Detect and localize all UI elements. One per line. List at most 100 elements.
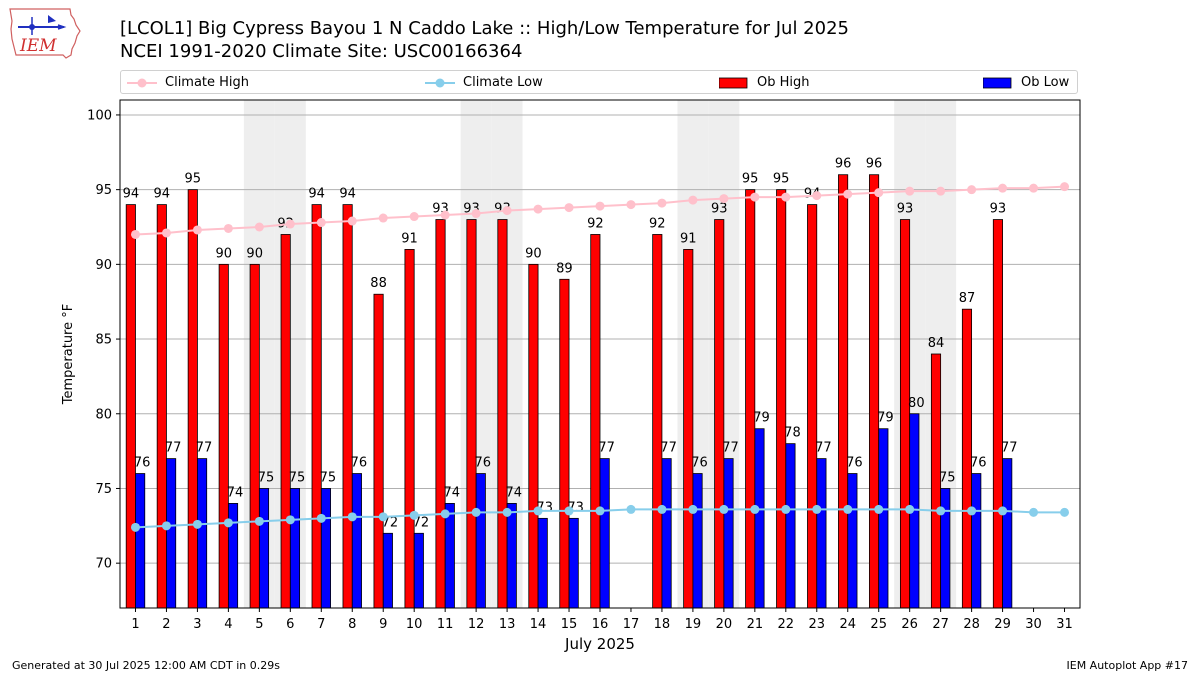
climate-low-point	[440, 509, 450, 519]
climate-low-point	[812, 504, 822, 514]
ob-high-bar	[497, 219, 508, 609]
ob-high-data-label: 89	[556, 261, 573, 276]
ob-low-data-label: 75	[289, 470, 306, 485]
ob-high-bar	[992, 219, 1003, 609]
ob-low-data-label: 77	[1001, 441, 1018, 456]
x-tick-label: 15	[561, 617, 578, 632]
ob-high-data-label: 84	[928, 336, 945, 351]
ob-high-data-label: 93	[990, 202, 1007, 217]
ob-high-data-label: 90	[525, 246, 542, 261]
climate-low-point	[254, 516, 264, 526]
ob-high-bar	[249, 263, 260, 609]
logo-text: IEM	[19, 36, 57, 56]
logo-flag-icon	[48, 15, 56, 23]
climate-low-point	[626, 504, 636, 514]
climate-high-point	[843, 189, 853, 199]
climate-low-point	[1060, 507, 1070, 517]
climate-high-point	[1060, 182, 1070, 192]
climate-low-point	[285, 515, 295, 525]
ob-low-data-label: 80	[908, 396, 925, 411]
ob-low-data-label: 77	[815, 441, 832, 456]
x-tick-label: 9	[379, 617, 387, 632]
ob-high-bar	[435, 219, 446, 609]
climate-high-point	[409, 212, 419, 222]
legend-line-marker-icon	[127, 78, 157, 88]
ob-low-data-label: 79	[877, 411, 894, 426]
climate-low-point	[657, 504, 667, 514]
ob-low-bar	[258, 488, 270, 609]
ob-low-bar	[785, 443, 796, 609]
climate-low-point	[130, 522, 140, 532]
ob-low-bar	[197, 458, 208, 609]
climate-high-point	[471, 209, 481, 219]
ob-low-bar	[351, 473, 362, 609]
y-tick-label: 100	[87, 108, 112, 123]
ob-high-bar	[404, 249, 415, 609]
climate-low-point	[750, 504, 760, 514]
x-tick-label: 26	[901, 617, 918, 632]
x-tick-label: 20	[716, 617, 733, 632]
legend-line-marker-icon	[425, 78, 455, 88]
ob-high-bar	[156, 204, 167, 609]
climate-low-point	[936, 506, 946, 516]
ob-low-data-label: 75	[258, 470, 275, 485]
y-tick-label: 75	[95, 482, 112, 497]
ob-high-bar	[776, 189, 787, 609]
ob-high-bar	[590, 234, 601, 609]
climate-high-point	[161, 228, 171, 238]
y-tick-label: 80	[95, 407, 112, 422]
ob-high-bar	[373, 293, 384, 609]
climate-low-point	[998, 506, 1008, 516]
app-label: IEM Autoplot App #17	[1066, 659, 1189, 672]
y-tick-label: 70	[95, 557, 112, 572]
climate-low-point	[874, 504, 884, 514]
ob-high-bar	[652, 234, 663, 609]
climate-high-point	[595, 201, 605, 211]
climate-low-point	[843, 504, 853, 514]
ob-high-data-label: 91	[401, 231, 418, 246]
climate-low-point	[595, 506, 605, 516]
climate-high-point	[1029, 183, 1039, 193]
ob-high-bar	[280, 234, 291, 609]
x-tick-label: 2	[162, 617, 170, 632]
climate-high-point	[347, 216, 357, 226]
ob-high-bar	[559, 278, 570, 609]
ob-low-data-label: 74	[505, 485, 522, 500]
x-tick-label: 13	[499, 617, 516, 632]
ob-low-bar	[661, 458, 672, 609]
ob-low-data-label: 76	[134, 456, 151, 471]
climate-low-point	[905, 504, 915, 514]
climate-high-point	[626, 200, 636, 210]
x-tick-label: 11	[437, 617, 454, 632]
generated-timestamp: Generated at 30 Jul 2025 12:00 AM CDT in…	[12, 659, 280, 672]
ob-high-data-label: 90	[246, 246, 263, 261]
ob-high-data-label: 94	[154, 187, 171, 202]
ob-high-data-label: 95	[742, 172, 759, 187]
legend-label-climate-low: Climate Low	[463, 75, 543, 90]
iowa-outline-shape	[9, 8, 81, 59]
climate-low-point	[1029, 507, 1039, 517]
climate-high-point	[936, 186, 946, 196]
ob-low-bar	[320, 488, 331, 609]
climate-high-point	[750, 192, 760, 202]
y-tick-label: 85	[95, 333, 112, 348]
climate-low-point	[223, 518, 233, 528]
climate-high-point	[533, 204, 543, 214]
ob-low-bar	[135, 473, 146, 609]
ob-low-data-label: 78	[784, 426, 801, 441]
ob-low-bar	[382, 532, 393, 609]
climate-low-point	[316, 513, 326, 523]
ob-high-bar	[807, 204, 818, 609]
climate-high-point	[285, 219, 295, 229]
climate-high-point	[998, 183, 1008, 193]
ob-high-data-label: 88	[370, 276, 387, 291]
ob-high-data-label: 96	[866, 157, 883, 172]
ob-low-bar	[506, 503, 517, 609]
x-tick-label: 7	[317, 617, 325, 632]
x-tick-label: 29	[994, 617, 1011, 632]
climate-high-point	[130, 229, 140, 239]
x-tick-label: 22	[778, 617, 795, 632]
ob-low-bar	[537, 517, 548, 609]
x-tick-label: 6	[286, 617, 294, 632]
